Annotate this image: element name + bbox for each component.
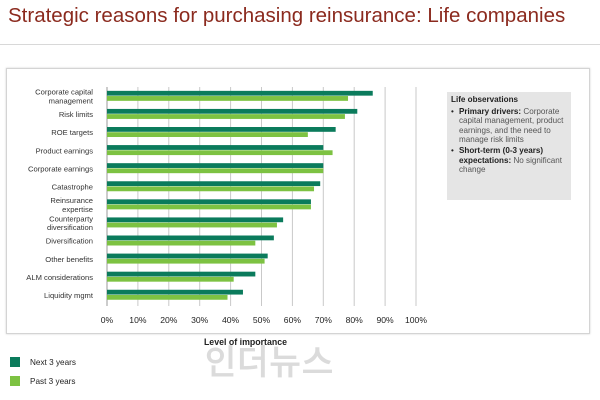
x-tick-label: 90%	[376, 315, 394, 325]
bar	[107, 132, 308, 138]
x-tick-label: 10%	[129, 315, 147, 325]
category-label: Liquidity mgmt	[44, 291, 94, 300]
observations-box: Life observations • Primary drivers: Cor…	[447, 92, 571, 200]
x-tick-label: 40%	[222, 315, 240, 325]
bar	[107, 145, 324, 150]
bar	[107, 235, 274, 241]
bar	[107, 271, 256, 277]
bar	[107, 163, 324, 168]
x-tick-label: 100%	[405, 315, 427, 325]
category-label: Product earnings	[36, 146, 94, 155]
bar	[107, 181, 321, 187]
category-label: Counterparty diversification	[47, 214, 93, 232]
bar	[107, 150, 333, 156]
bar	[107, 276, 234, 282]
category-label: Risk limits	[59, 110, 93, 119]
category-label: Other benefits	[45, 255, 93, 264]
category-label: Corporate capital management	[35, 88, 94, 106]
bar	[107, 258, 265, 264]
bar	[107, 253, 268, 259]
category-label: Diversification	[46, 237, 93, 246]
page-title: Strategic reasons for purchasing reinsur…	[8, 4, 566, 27]
x-tick-label: 30%	[191, 315, 209, 325]
bar	[107, 96, 349, 101]
title-divider	[0, 44, 600, 45]
category-label: Reinsurance expertise	[50, 196, 93, 214]
bar	[107, 90, 373, 96]
legend-swatch-past	[10, 376, 20, 386]
bar	[107, 240, 256, 246]
bar	[107, 204, 311, 210]
bar	[107, 289, 243, 295]
legend-swatch-next	[10, 357, 20, 367]
observation-item: • Short-term (0-3 years) expectations: N…	[451, 146, 567, 175]
bar	[107, 114, 345, 119]
x-tick-label: 60%	[284, 315, 302, 325]
bullet-icon: •	[451, 145, 454, 155]
legend-next: Next 3 years	[10, 357, 76, 367]
observation-item-text: No significant change	[459, 155, 563, 175]
bar	[107, 108, 358, 114]
category-label: ROE targets	[51, 128, 93, 137]
bar	[107, 186, 315, 192]
bar	[107, 217, 284, 223]
x-axis-label: Level of importance	[204, 337, 287, 347]
category-label: ALM considerations	[26, 273, 93, 282]
x-tick-label: 20%	[160, 315, 178, 325]
x-tick-label: 70%	[315, 315, 333, 325]
x-tick-label: 0%	[101, 315, 114, 325]
legend-past: Past 3 years	[10, 376, 76, 386]
x-tick-label: 80%	[346, 315, 364, 325]
bar	[107, 294, 228, 300]
bar	[107, 127, 336, 132]
bullet-icon: •	[451, 106, 454, 116]
category-label: Corporate earnings	[28, 164, 93, 173]
observation-item-heading: Short-term (0-3 years) expectations:	[459, 145, 544, 165]
bar	[107, 222, 277, 228]
bar	[107, 199, 311, 205]
observation-item-heading: Primary drivers:	[459, 106, 522, 116]
bar	[107, 168, 324, 174]
legend-label-next: Next 3 years	[30, 357, 76, 367]
watermark: 인더뉴스	[205, 343, 335, 383]
observation-item: • Primary drivers: Corporate capital man…	[451, 107, 567, 145]
category-label: Catastrophe	[52, 182, 93, 191]
observation-item-text: Corporate capital management, product ea…	[459, 106, 564, 145]
observations-title: Life observations	[451, 95, 519, 104]
legend-label-past: Past 3 years	[30, 376, 76, 386]
x-tick-label: 50%	[253, 315, 271, 325]
